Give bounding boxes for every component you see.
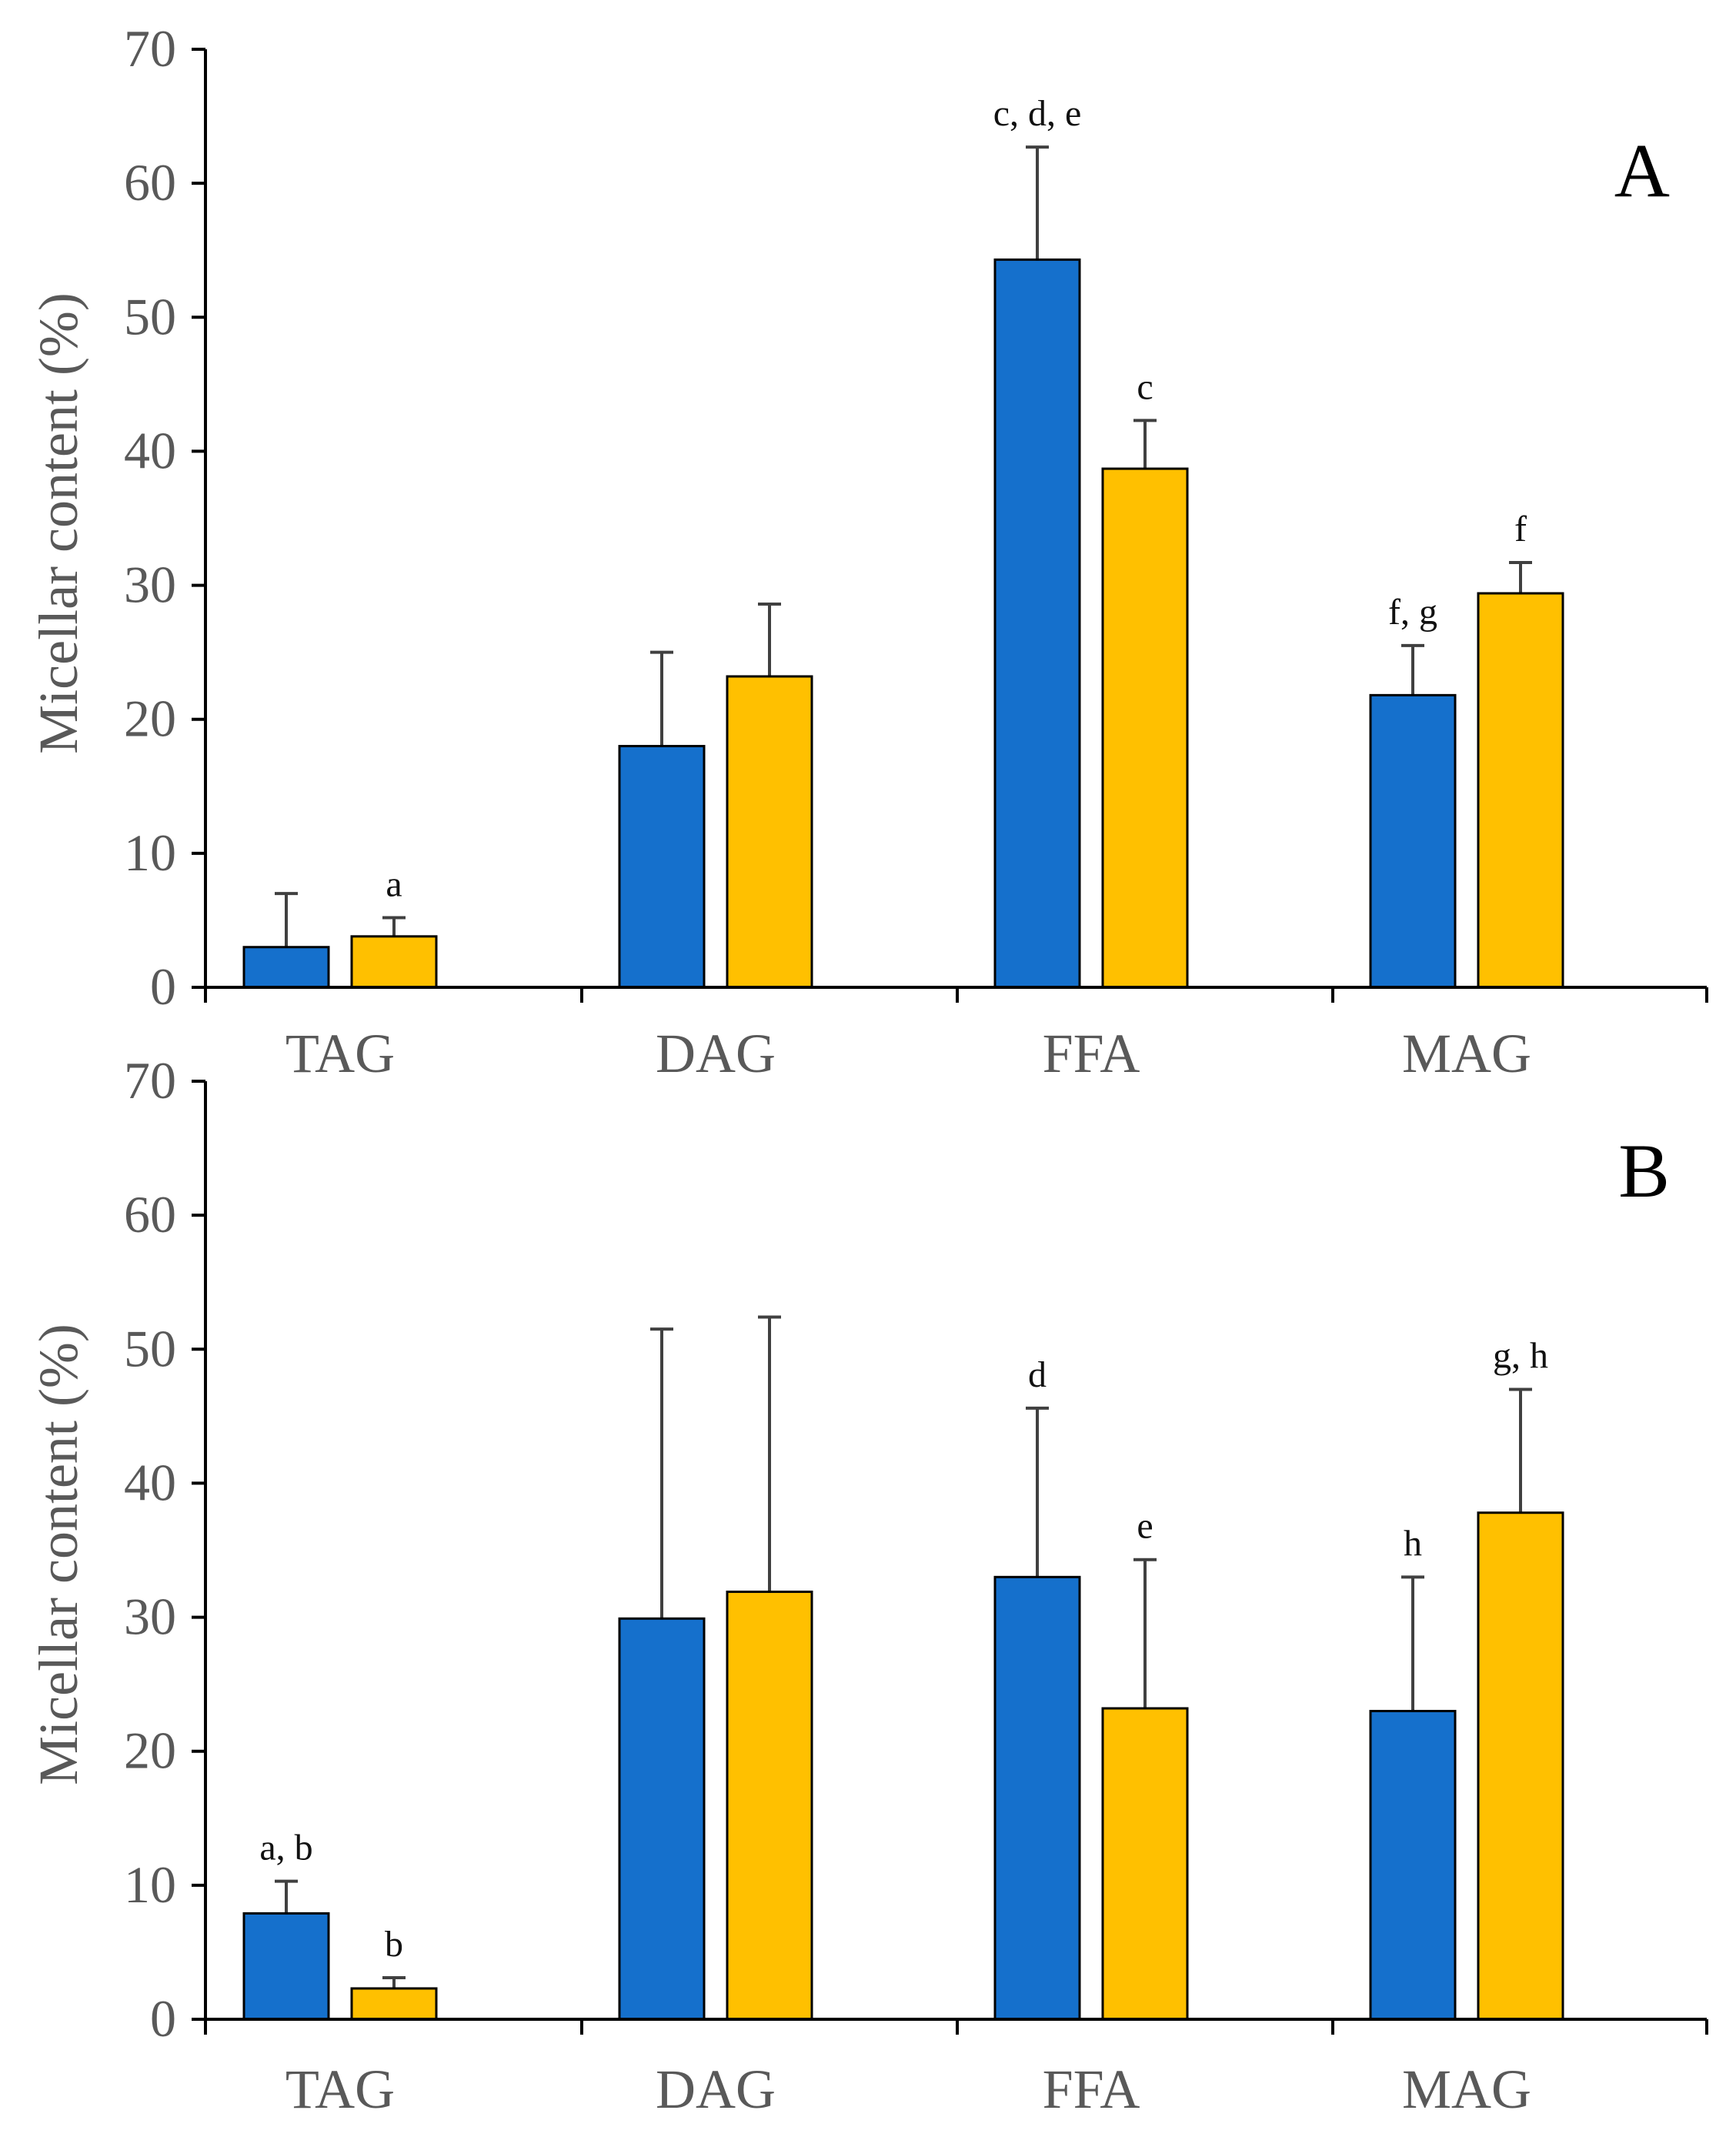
x-category-label: DAG: [656, 2059, 776, 2120]
bar: [1477, 592, 1564, 989]
y-tick-label: 50: [124, 1319, 176, 1377]
y-tick-label: 0: [150, 957, 176, 1016]
y-tick-label: 50: [124, 287, 176, 346]
bar: [1101, 1707, 1189, 2021]
significance-label: f, g: [1388, 592, 1437, 633]
x-category-label: FFA: [1043, 1023, 1140, 1084]
bar: [350, 935, 438, 989]
bar: [993, 1575, 1081, 2021]
significance-label: c: [1137, 366, 1153, 407]
bar: [1369, 1709, 1457, 2021]
bar: [726, 675, 813, 989]
chart-panel-a: 0 10 20 30 40 50 60 70 c, d, e f, g a c f TAG DAG FFA MA…: [28, 19, 1708, 1084]
chart-panel-b: 0 10 20 30 40 50 60 70 a, b d h b e g, h TAG DAG FFA MAG M…: [28, 1051, 1708, 2120]
y-tick-label: 20: [124, 1721, 176, 1780]
y-tick-label: 60: [124, 153, 176, 212]
y-tick-label: 0: [150, 1989, 176, 2048]
x-category-label: FFA: [1043, 2059, 1140, 2120]
significance-label: a: [386, 863, 402, 904]
bar: [1477, 1511, 1564, 2021]
y-tick-label: 40: [124, 421, 176, 479]
panel-label: B: [1618, 1128, 1670, 1214]
y-tick-label: 70: [124, 19, 176, 78]
significance-label: g, h: [1493, 1336, 1548, 1377]
significance-label: e: [1137, 1506, 1153, 1547]
panel-label: A: [1614, 128, 1670, 213]
bar: [1369, 693, 1457, 989]
y-tick-label: 30: [124, 556, 176, 614]
x-category-label: MAG: [1402, 2059, 1531, 2120]
bar: [350, 1987, 438, 2021]
bar: [242, 1912, 330, 2021]
y-axis-title: Micellar content (%): [28, 292, 89, 754]
significance-label: b: [385, 1924, 403, 1965]
y-tick-label: 70: [124, 1051, 176, 1110]
y-tick-label: 20: [124, 690, 176, 748]
significance-label: d: [1028, 1354, 1047, 1395]
y-tick-label: 40: [124, 1453, 176, 1511]
bar: [726, 1590, 813, 2021]
y-tick-label: 10: [124, 823, 176, 882]
x-category-label: TAG: [285, 1023, 395, 1084]
bar: [1101, 467, 1189, 989]
x-category-label: MAG: [1402, 1023, 1531, 1084]
significance-label: a, b: [259, 1828, 312, 1868]
bar: [618, 745, 706, 989]
x-category-label: TAG: [285, 2059, 395, 2120]
significance-label: h: [1404, 1523, 1422, 1564]
y-tick-label: 10: [124, 1855, 176, 1914]
significance-label: c, d, e: [993, 93, 1082, 134]
bar: [993, 258, 1081, 989]
y-tick-label: 60: [124, 1185, 176, 1244]
x-category-label: DAG: [656, 1023, 776, 1084]
y-axis-title: Micellar content (%): [28, 1324, 89, 1785]
significance-label: f: [1514, 509, 1527, 549]
y-tick-label: 30: [124, 1588, 176, 1646]
bar: [242, 946, 330, 989]
bar: [618, 1617, 706, 2021]
